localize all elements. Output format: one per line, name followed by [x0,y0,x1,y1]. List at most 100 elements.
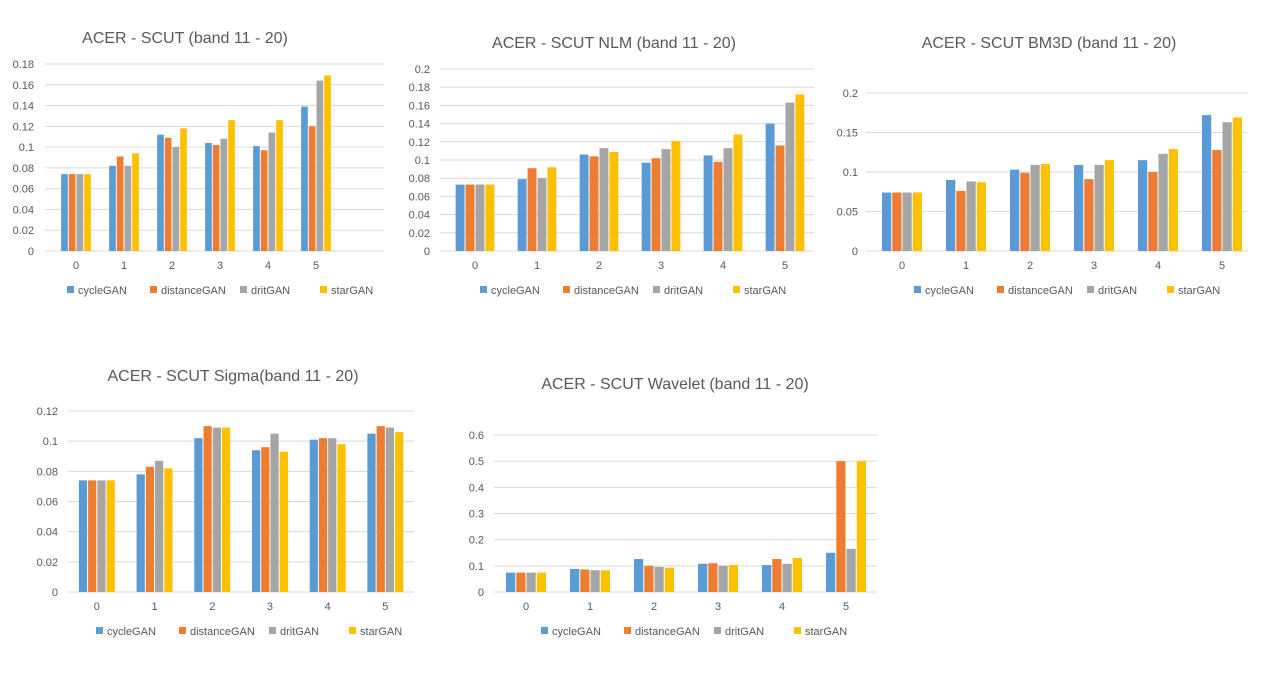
bar-dritGAN-1 [966,181,976,251]
bar-distanceGAN-5 [308,126,316,251]
legend-swatch-cycleGAN [541,627,548,634]
bar-distanceGAN-4 [260,150,268,251]
bar-cycleGAN-0 [78,480,88,592]
bar-cycleGAN-2 [157,134,164,251]
legend-swatch-cycleGAN [96,627,103,634]
x-tick-label: 5 [782,260,788,272]
bar-cycleGAN-5 [1202,115,1212,252]
legend-label-cycleGAN: cycleGAN [925,285,974,297]
bar-cycleGAN-5 [826,552,836,592]
bar-distanceGAN-3 [651,158,661,251]
x-tick-label: 5 [382,601,388,613]
bar-cycleGAN-1 [109,165,116,251]
legend-label-cycleGAN: cycleGAN [491,285,540,297]
bar-starGAN-4 [337,444,346,592]
bar-distanceGAN-5 [775,145,785,251]
bar-starGAN-2 [180,128,187,251]
x-tick-label: 5 [1219,260,1225,272]
bar-dritGAN-4 [328,438,337,592]
legend-swatch-starGAN [320,286,327,293]
bar-cycleGAN-4 [762,565,772,592]
y-tick-label: 0.06 [409,191,430,203]
x-tick-label: 4 [720,260,726,272]
bar-cycleGAN-3 [1074,164,1084,251]
bar-distanceGAN-0 [892,192,902,251]
y-tick-label: 0.12 [409,137,430,149]
bar-starGAN-1 [600,570,610,592]
bar-dritGAN-2 [654,566,664,592]
y-tick-label: 0.15 [837,128,858,140]
legend-swatch-distanceGAN [997,286,1004,293]
bar-cycleGAN-4 [309,439,318,592]
legend-label-starGAN: starGAN [744,285,786,297]
legend-label-distanceGAN: distanceGAN [574,285,639,297]
bar-starGAN-4 [276,120,283,251]
legend-label-starGAN: starGAN [805,626,847,638]
x-tick-label: 4 [265,260,271,272]
bar-dritGAN-2 [212,427,221,592]
bar-distanceGAN-0 [68,174,76,251]
x-tick-label: 5 [843,601,849,613]
bar-cycleGAN-2 [194,438,203,592]
legend-swatch-distanceGAN [179,627,186,634]
legend-label-dritGAN: dritGAN [251,285,290,297]
y-tick-label: 0.16 [409,100,430,112]
y-tick-label: 0 [424,246,430,258]
y-tick-label: 0.1 [843,167,858,179]
bar-starGAN-3 [671,140,681,251]
bar-starGAN-3 [1104,160,1114,251]
bar-dritGAN-1 [537,178,547,251]
x-tick-label: 2 [209,601,215,613]
bar-cycleGAN-5 [301,106,308,251]
bar-cycleGAN-3 [205,142,212,251]
bar-starGAN-5 [795,94,805,251]
y-tick-label: 0.1 [469,561,484,573]
bar-cycleGAN-3 [641,162,651,251]
legend-swatch-dritGAN [269,627,276,634]
bar-dritGAN-5 [385,427,395,592]
bar-starGAN-1 [132,153,139,251]
bar-cycleGAN-1 [570,568,580,592]
legend-swatch-dritGAN [1087,286,1094,293]
y-tick-label: 0.02 [13,225,34,237]
bar-starGAN-1 [164,468,173,592]
bar-starGAN-2 [1040,164,1050,251]
legend-label-starGAN: starGAN [331,285,373,297]
bar-dritGAN-2 [172,147,180,251]
y-tick-label: 0.14 [409,119,430,131]
y-tick-label: 0.1 [19,142,34,154]
bar-dritGAN-0 [902,192,912,251]
bar-dritGAN-4 [268,132,276,251]
legend-label-cycleGAN: cycleGAN [552,626,601,638]
legend-label-distanceGAN: distanceGAN [1008,285,1073,297]
legend-swatch-starGAN [1167,286,1174,293]
bar-distanceGAN-4 [713,161,723,251]
bar-distanceGAN-1 [956,190,966,251]
y-tick-label: 0.1 [43,436,58,448]
y-tick-label: 0 [28,246,34,258]
legend-swatch-dritGAN [240,286,247,293]
chart-title: ACER - SCUT BM3D (band 11 - 20) [922,35,1177,52]
bar-starGAN-0 [106,480,115,592]
y-tick-label: 0.18 [13,59,34,71]
bar-cycleGAN-2 [579,154,589,251]
bar-distanceGAN-0 [516,572,526,592]
bar-distanceGAN-2 [589,156,599,251]
legend-label-distanceGAN: distanceGAN [190,626,255,638]
bar-dritGAN-1 [590,570,600,592]
chart-2: ACER - SCUT NLM (band 11 - 20) 0 0.02 0.04 0… [409,35,814,297]
y-tick-label: 0.6 [469,430,484,442]
bar-distanceGAN-1 [527,168,537,251]
bar-cycleGAN-1 [946,179,956,251]
bar-starGAN-5 [395,432,404,592]
y-tick-label: 0.2 [469,535,484,547]
y-tick-label: 0.08 [37,466,58,478]
bar-distanceGAN-4 [772,559,782,592]
bar-dritGAN-1 [124,165,132,251]
y-tick-label: 0.3 [469,509,484,521]
bar-dritGAN-5 [316,80,324,251]
y-tick-label: 0.5 [469,456,484,468]
y-tick-label: 0.14 [13,101,34,113]
x-tick-label: 4 [325,601,331,613]
y-tick-label: 0.08 [409,173,430,185]
